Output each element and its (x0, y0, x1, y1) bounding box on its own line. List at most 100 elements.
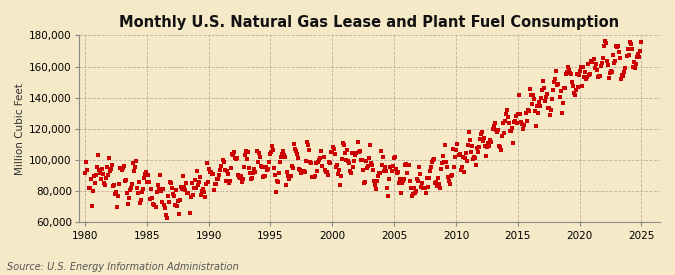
Point (130, 159, 141, 163)
Point (298, 169, 308, 173)
Point (477, 130, 487, 134)
Point (496, 134, 507, 139)
Point (589, 66, 600, 70)
Point (400, 161, 411, 166)
Point (208, 172, 219, 176)
Point (83, 186, 94, 190)
Point (253, 151, 264, 155)
Point (116, 168, 127, 173)
Point (146, 187, 157, 191)
Point (97, 167, 107, 171)
Point (324, 161, 335, 165)
Point (431, 180, 441, 184)
Point (572, 72, 583, 76)
Point (304, 148, 315, 152)
Point (151, 190, 162, 194)
Point (448, 147, 459, 151)
Point (543, 105, 554, 110)
Point (82, 168, 93, 173)
Point (178, 174, 189, 178)
Point (337, 156, 348, 161)
Point (80, 171, 91, 175)
Point (147, 196, 158, 200)
Point (132, 186, 142, 190)
Point (603, 62, 614, 67)
Point (588, 57, 599, 62)
Point (476, 132, 487, 136)
Point (212, 177, 223, 182)
Point (254, 155, 265, 159)
Point (433, 182, 444, 186)
Point (152, 182, 163, 187)
Point (371, 187, 381, 191)
Point (457, 155, 468, 160)
Point (613, 44, 624, 48)
Point (522, 108, 533, 112)
Point (490, 127, 501, 132)
Point (478, 139, 489, 144)
Point (132, 191, 143, 195)
Point (148, 202, 159, 207)
Point (574, 68, 585, 73)
Point (290, 147, 300, 151)
Point (335, 183, 346, 188)
Point (632, 52, 643, 56)
Point (433, 176, 443, 180)
Point (95, 171, 105, 176)
Point (306, 161, 317, 165)
Point (181, 181, 192, 185)
Point (555, 89, 566, 94)
Point (209, 188, 219, 192)
Point (513, 111, 524, 116)
Point (411, 189, 422, 193)
Point (540, 99, 551, 103)
Point (283, 174, 294, 178)
Point (547, 97, 558, 101)
Point (87, 189, 98, 194)
Point (486, 140, 497, 145)
Point (342, 148, 352, 152)
Point (461, 159, 472, 163)
Point (564, 67, 574, 72)
Point (331, 165, 342, 170)
Point (562, 64, 573, 69)
Point (580, 70, 591, 75)
Point (523, 109, 534, 113)
Point (509, 120, 520, 125)
Point (425, 169, 435, 173)
Point (119, 178, 130, 183)
Point (210, 182, 221, 186)
Point (325, 150, 336, 154)
Point (308, 175, 319, 179)
Point (369, 178, 379, 183)
Point (163, 194, 173, 198)
Point (296, 170, 306, 175)
Point (435, 186, 446, 190)
Point (621, 54, 632, 59)
Point (359, 180, 370, 184)
Point (400, 163, 410, 167)
Point (318, 155, 329, 160)
Point (157, 187, 168, 191)
Point (316, 148, 327, 153)
Point (480, 144, 491, 148)
Point (445, 182, 456, 186)
Point (288, 142, 299, 146)
Point (247, 176, 258, 180)
Point (441, 164, 452, 169)
Point (531, 103, 542, 108)
Point (98, 171, 109, 176)
Point (237, 180, 248, 185)
Point (145, 197, 156, 202)
Point (111, 190, 122, 194)
Point (489, 121, 500, 125)
Point (625, 42, 636, 46)
Point (507, 126, 518, 131)
Point (315, 155, 326, 160)
Point (564, 71, 575, 75)
Point (462, 143, 473, 148)
Point (584, 73, 595, 77)
Point (484, 144, 495, 148)
Point (273, 180, 284, 184)
Point (206, 170, 217, 174)
